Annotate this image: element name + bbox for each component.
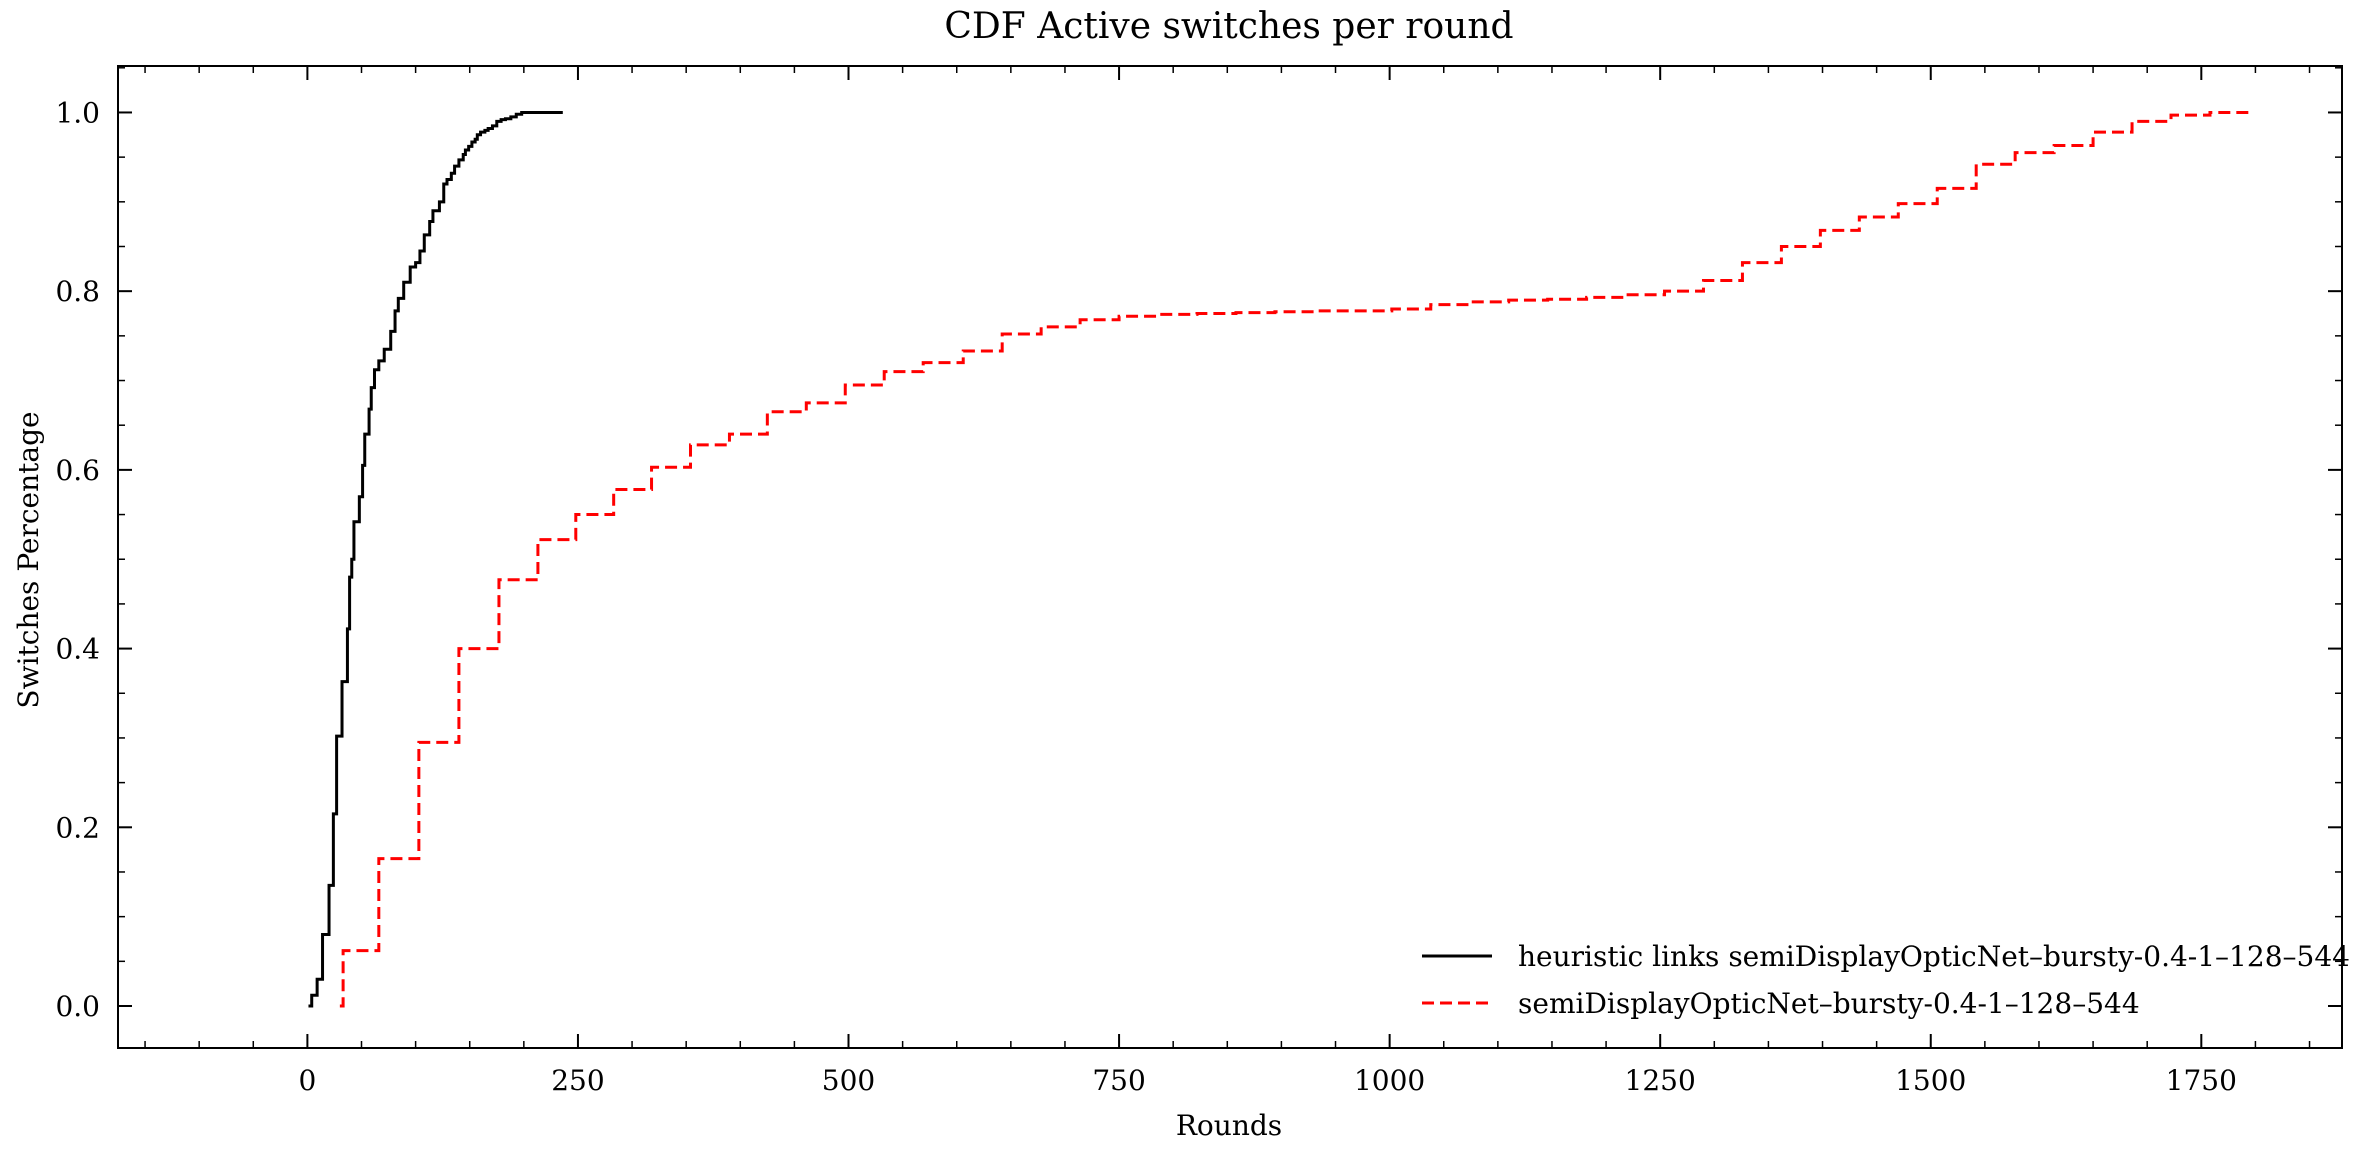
x-tick-label: 1000 (1354, 1064, 1425, 1097)
x-tick-label: 0 (298, 1064, 316, 1097)
legend-label-semidisplay: semiDisplayOpticNet–bursty-0.4-1–128–544 (1518, 987, 2140, 1020)
series-line-heuristic (308, 110, 563, 1008)
x-tick-label: 500 (822, 1064, 875, 1097)
y-tick-label: 1.0 (55, 96, 100, 129)
x-tick-label: 1500 (1895, 1064, 1966, 1097)
y-tick-label: 0.4 (55, 633, 100, 666)
y-tick-label: 0.2 (55, 811, 100, 844)
y-tick-label: 0.6 (55, 454, 100, 487)
x-tick-label: 1250 (1625, 1064, 1696, 1097)
x-tick-label: 250 (551, 1064, 604, 1097)
y-axis-label: Switches Percentage (12, 411, 45, 708)
chart-title: CDF Active switches per round (944, 6, 1513, 47)
series-line-semidisplay (339, 110, 2251, 1008)
x-tick-label: 750 (1092, 1064, 1145, 1097)
ticks-layer: 0 250 500 750 1000 1250 1500 1750 0.0 0.2 0.4 0.6 0.… (55, 66, 2342, 1097)
plot-frame (117, 65, 2343, 1049)
legend-label-heuristic: heuristic links semiDisplayOpticNet–burs… (1518, 940, 2350, 973)
y-tick-label: 0.8 (55, 275, 100, 308)
x-tick-label: 1750 (2166, 1064, 2237, 1097)
series-layer (308, 110, 2251, 1008)
legend: heuristic links semiDisplayOpticNet–burs… (1422, 940, 2350, 1020)
x-axis-label: Rounds (1176, 1109, 1282, 1142)
y-tick-label: 0.0 (55, 990, 100, 1023)
